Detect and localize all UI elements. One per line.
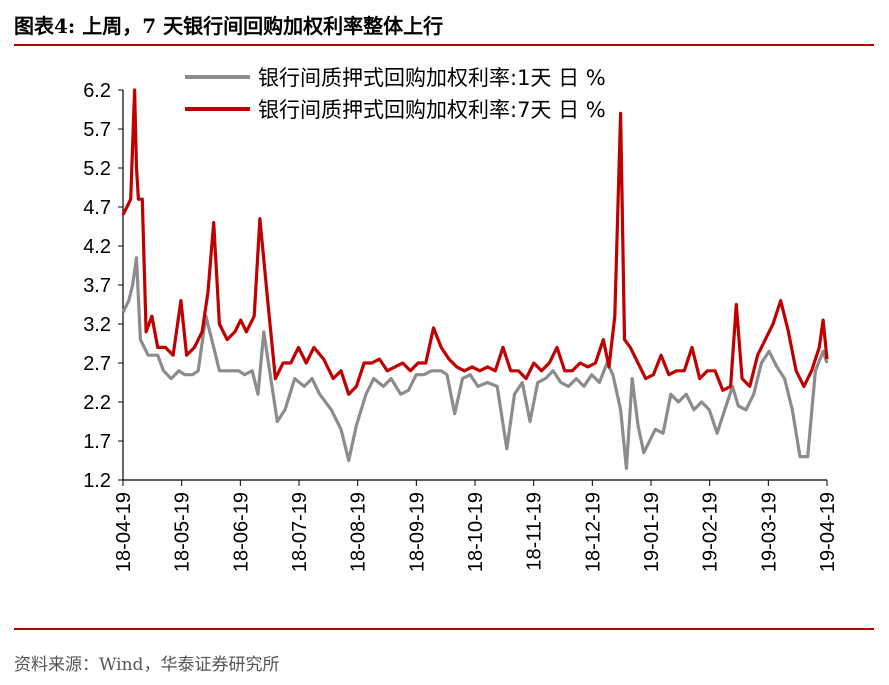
y-axis-ticks: 1.2 1.7 2.2 2.7 3.2 3.7 4.2 4.7 5.2 5.7 6.2 bbox=[83, 80, 123, 492]
y-tick-label: 5.7 bbox=[83, 119, 111, 141]
x-tick-label: 18-06-19 bbox=[230, 492, 252, 572]
y-tick-label: 2.7 bbox=[83, 353, 111, 375]
y-tick-label: 2.2 bbox=[83, 392, 111, 414]
x-tick-label: 18-10-19 bbox=[465, 492, 487, 572]
series-line-2 bbox=[121, 88, 829, 396]
bottom-divider bbox=[14, 628, 874, 630]
y-tick-label: 3.7 bbox=[83, 275, 111, 297]
x-tick-label: 19-01-19 bbox=[641, 492, 663, 572]
x-tick-label: 19-03-19 bbox=[758, 492, 780, 572]
chart-series bbox=[121, 88, 829, 470]
x-tick-label: 18-11-19 bbox=[524, 492, 546, 571]
x-tick-label: 18-04-19 bbox=[113, 492, 135, 572]
x-tick-label: 18-09-19 bbox=[406, 492, 428, 572]
chart-legend: 银行间质押式回购加权利率:1天 日 % 银行间质押式回购加权利率:7天 日 % bbox=[185, 66, 606, 122]
x-tick-label: 18-12-19 bbox=[582, 492, 604, 572]
y-tick-label: 4.7 bbox=[83, 197, 111, 219]
source-note: 资料来源：Wind，华泰证券研究所 bbox=[14, 655, 280, 675]
x-tick-label: 18-07-19 bbox=[289, 492, 311, 572]
y-tick-label: 1.2 bbox=[83, 470, 111, 492]
x-tick-label: 19-04-19 bbox=[817, 492, 839, 572]
chart-title: 图表4: 上周，7 天银行间回购加权利率整体上行 bbox=[14, 14, 444, 38]
x-tick-label: 18-05-19 bbox=[172, 492, 194, 572]
legend-label-1: 银行间质押式回购加权利率:1天 日 % bbox=[258, 66, 606, 90]
y-tick-label: 4.2 bbox=[83, 236, 111, 258]
top-divider bbox=[14, 44, 874, 46]
y-tick-label: 1.7 bbox=[83, 431, 111, 453]
y-tick-label: 5.2 bbox=[83, 158, 111, 180]
series-line-1 bbox=[121, 256, 829, 470]
x-axis-ticks: 18-04-19 18-05-19 18-06-19 18-07-19 18-08-19… bbox=[113, 480, 839, 572]
legend-label-2: 银行间质押式回购加权利率:7天 日 % bbox=[258, 98, 606, 122]
x-tick-label: 18-08-19 bbox=[348, 492, 370, 572]
y-tick-label: 6.2 bbox=[83, 80, 111, 102]
y-tick-label: 3.2 bbox=[83, 314, 111, 336]
x-tick-label: 19-02-19 bbox=[700, 492, 722, 572]
